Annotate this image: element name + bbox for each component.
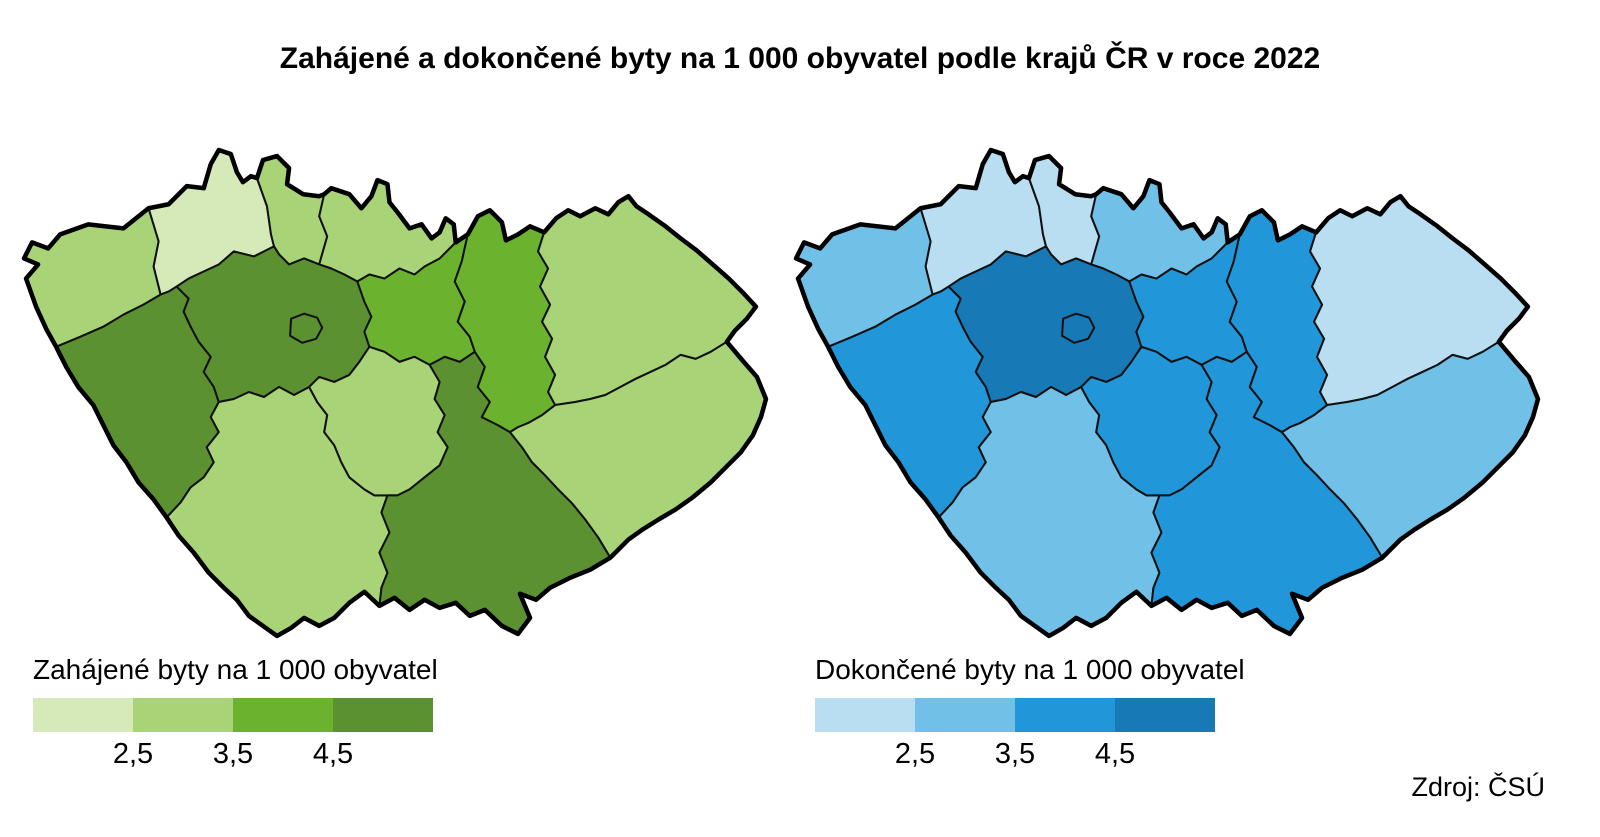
legend-swatch [1015,698,1115,733]
legend-break-label: 2,5 [894,738,936,771]
source-credit: Zdroj: ČSÚ [1411,772,1545,802]
legend-break-label: 4,5 [312,738,354,771]
map-zahajene [21,147,769,639]
country-outline [793,147,1541,639]
page-title: Zahájené a dokončené byty na 1 000 obyva… [279,42,1321,75]
region-praha [1061,312,1096,344]
legend-swatch [915,698,1015,733]
legend-dokoncene-title: Dokončené byty na 1 000 obyvatel [815,654,1245,685]
legend-swatch [333,698,433,733]
legend-dokoncene-swatches [815,698,1215,733]
legend-swatch [33,698,133,733]
map-dokoncene [793,147,1541,639]
legend-swatch [815,698,915,733]
legend-break-label: 2,5 [112,738,154,771]
legend-break-label: 4,5 [1094,738,1136,771]
country-outline [21,147,769,639]
legend-swatch [1115,698,1215,733]
legend-zahajene-title: Zahájené byty na 1 000 obyvatel [33,654,438,685]
map-zahajene-container [18,146,773,646]
legend-zahajene-breaks: 2,5 3,5 4,5 [33,738,433,774]
legend-swatch [233,698,333,733]
legend-zahajene-swatches [33,698,433,733]
legend-zahajene: Zahájené byty na 1 000 obyvatel 2,5 3,5 … [33,655,463,774]
map-dokoncene-container [790,146,1545,646]
legend-break-label: 3,5 [212,738,254,771]
legend-dokoncene: Dokončené byty na 1 000 obyvatel 2,5 3,5… [815,655,1245,774]
legend-swatch [133,698,233,733]
legend-dokoncene-breaks: 2,5 3,5 4,5 [815,738,1215,774]
legend-break-label: 3,5 [994,738,1036,771]
region-praha [289,312,324,344]
